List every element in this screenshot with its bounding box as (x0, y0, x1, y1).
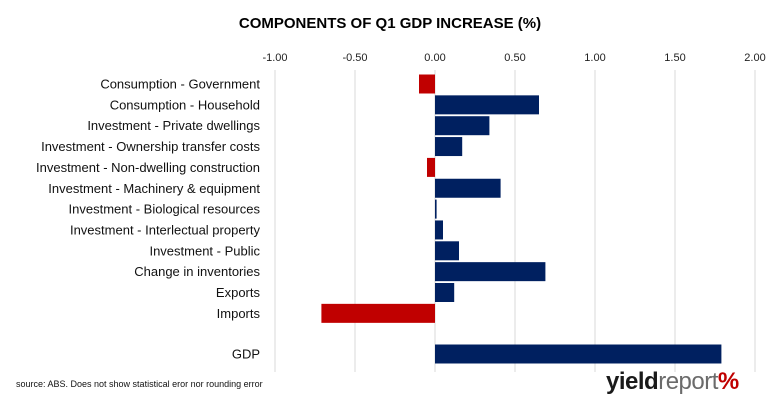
category-label: Consumption - Household (110, 97, 260, 112)
category-label: Investment - Biological resources (69, 202, 261, 217)
bar (435, 178, 501, 198)
x-tick-label: 2.00 (744, 52, 765, 64)
logo-report-text: report (658, 368, 718, 395)
chart-title: COMPONENTS OF Q1 GDP INCREASE (%) (239, 15, 541, 32)
logo-percent-sign: % (717, 368, 739, 395)
bars (321, 74, 722, 364)
bar (435, 95, 539, 115)
logo-yield-text: yield (606, 368, 659, 395)
x-tick-label: -0.50 (342, 52, 367, 64)
category-label: Investment - Ownership transfer costs (41, 139, 260, 154)
bar (435, 283, 455, 302)
bar (435, 262, 546, 282)
source-note: source: ABS. Does not show statistical e… (16, 379, 263, 389)
category-label: Investment - Interlectual property (70, 222, 261, 237)
category-label: Investment - Non-dwelling construction (36, 160, 260, 175)
bar (427, 157, 435, 177)
category-label: Investment - Public (149, 243, 260, 258)
bar (419, 74, 435, 94)
x-axis-ticks: -1.00 -0.50 0.00 0.50 1.00 1.50 2.00 (262, 52, 765, 64)
bar (435, 116, 490, 136)
x-tick-label: 1.00 (584, 52, 605, 64)
bar (321, 303, 435, 323)
yieldreport-logo: yieldreport% (606, 368, 739, 396)
bar (435, 241, 459, 261)
category-label: Investment - Machinery & equipment (48, 181, 260, 196)
category-label: Imports (217, 306, 261, 321)
bar (435, 220, 443, 240)
x-tick-label: 0.00 (424, 52, 445, 64)
gridlines (274, 70, 756, 372)
bar (435, 137, 463, 157)
category-label: Exports (216, 285, 261, 300)
category-labels: Consumption - Government Consumption - Ho… (36, 77, 260, 362)
x-tick-label: 1.50 (664, 52, 685, 64)
x-tick-label: -1.00 (262, 52, 287, 64)
category-label: Consumption - Government (100, 77, 260, 92)
category-label: Investment - Private dwellings (87, 118, 260, 133)
category-label: GDP (232, 347, 260, 362)
bar (435, 199, 437, 219)
category-label: Change in inventories (134, 264, 260, 279)
x-tick-label: 0.50 (504, 52, 525, 64)
bar (435, 344, 722, 364)
